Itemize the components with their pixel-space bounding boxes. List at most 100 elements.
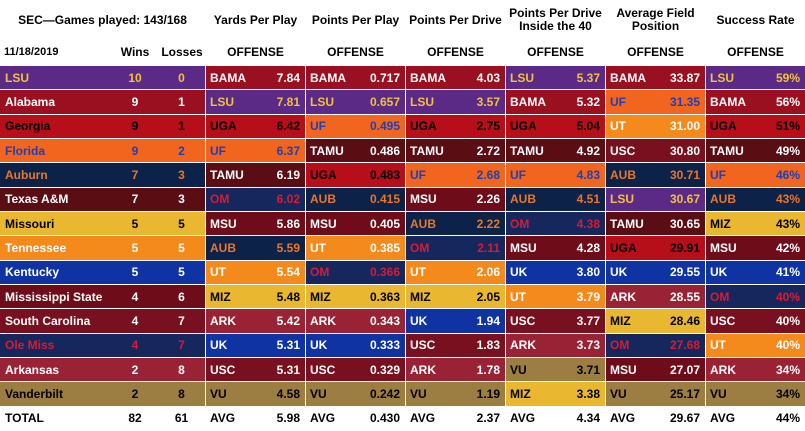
metric-value: 40% xyxy=(750,309,805,333)
metric-team-abbr: USC xyxy=(306,357,350,382)
metric-avg-label: AVG xyxy=(206,406,250,430)
metric-team-abbr: USC xyxy=(506,309,550,333)
team-wins: 9 xyxy=(112,90,158,114)
metric-value: 49% xyxy=(750,138,805,163)
metric-value: 2.75 xyxy=(450,114,505,138)
metric-value: 31.35 xyxy=(650,90,705,114)
metric-value: 5.31 xyxy=(250,357,305,382)
metric-avg-value: 4.34 xyxy=(550,406,605,430)
metric-value: 7.84 xyxy=(250,66,305,90)
metric-subtitle: OFFENSE xyxy=(727,45,784,59)
metric-value: 1.94 xyxy=(450,309,505,333)
metric-team-abbr: AUB xyxy=(206,236,250,260)
metric-value: 33.87 xyxy=(650,66,705,90)
team-wins: 2 xyxy=(112,357,158,382)
metric-value: 3.77 xyxy=(550,309,605,333)
metric-team-abbr: UGA xyxy=(606,236,650,260)
metric-team-abbr: OM xyxy=(406,236,450,260)
metric-value: 5.59 xyxy=(250,236,305,260)
metric-value: 3.73 xyxy=(550,333,605,357)
metric-team-abbr: UGA xyxy=(306,163,350,187)
metric-team-abbr: MIZ xyxy=(706,211,750,236)
metric-team-abbr: LSU xyxy=(506,66,550,90)
team-wins: 7 xyxy=(112,187,158,211)
metric-team-abbr: USC xyxy=(706,309,750,333)
team-name: Vanderbilt xyxy=(0,382,112,406)
metric-subtitle: OFFENSE xyxy=(527,45,584,59)
team-losses: 2 xyxy=(158,138,205,163)
metric-subtitle: OFFENSE xyxy=(427,45,484,59)
metric-subtitle: OFFENSE xyxy=(227,45,284,59)
metric-value: 5.86 xyxy=(250,211,305,236)
team-wins: 2 xyxy=(112,382,158,406)
team-losses: 5 xyxy=(158,211,205,236)
metric-team-abbr: LSU xyxy=(206,90,250,114)
metric-team-abbr: OM xyxy=(706,284,750,309)
metric-team-abbr: UF xyxy=(506,163,550,187)
team-wins: 4 xyxy=(112,284,158,309)
metric-title: Points Per Drive Inside the 40 xyxy=(509,6,602,33)
metric-team-abbr: MSU xyxy=(506,236,550,260)
metric-team-abbr: MSU xyxy=(706,236,750,260)
team-losses: 8 xyxy=(158,382,205,406)
metric-value: 0.495 xyxy=(350,114,405,138)
metric-team-abbr: BAMA xyxy=(406,66,450,90)
metric-team-abbr: AUB xyxy=(406,211,450,236)
metric-value: 3.38 xyxy=(550,382,605,406)
metric-team-abbr: UT xyxy=(206,260,250,284)
metric-team-abbr: TAMU xyxy=(606,211,650,236)
metric-team-abbr: UK xyxy=(606,260,650,284)
metric-team-abbr: UF xyxy=(706,163,750,187)
metric-value: 27.07 xyxy=(650,357,705,382)
metric-team-abbr: AUB xyxy=(306,187,350,211)
metric-value: 0.405 xyxy=(350,211,405,236)
metric-team-abbr: BAMA xyxy=(706,90,750,114)
metric-title: Average Field Position xyxy=(616,6,695,33)
metric-value: 5.42 xyxy=(250,309,305,333)
metric-team-abbr: MSU xyxy=(206,211,250,236)
metric-team-abbr: AUB xyxy=(606,163,650,187)
metric-avg-label: AVG xyxy=(306,406,350,430)
total-wins: 82 xyxy=(112,406,158,430)
metric-value: 1.78 xyxy=(450,357,505,382)
metric-value: 0.486 xyxy=(350,138,405,163)
metric-value: 2.22 xyxy=(450,211,505,236)
metric-team-abbr: ARK xyxy=(306,309,350,333)
team-name: Georgia xyxy=(0,114,112,138)
metric-value: 40% xyxy=(750,284,805,309)
total-losses: 61 xyxy=(158,406,205,430)
metric-value: 2.26 xyxy=(450,187,505,211)
metric-title: Points Per Play xyxy=(311,12,400,27)
metric-value: 0.366 xyxy=(350,260,405,284)
metric-value: 2.06 xyxy=(450,260,505,284)
metric-team-abbr: ARK xyxy=(706,357,750,382)
metric-team-abbr: OM xyxy=(506,211,550,236)
metric-value: 27.68 xyxy=(650,333,705,357)
metric-value: 1.19 xyxy=(450,382,505,406)
metric-team-abbr: TAMU xyxy=(506,138,550,163)
metric-value: 3.57 xyxy=(450,90,505,114)
metric-team-abbr: BAMA xyxy=(606,66,650,90)
metric-avg-value: 2.37 xyxy=(450,406,505,430)
metric-value: 4.03 xyxy=(450,66,505,90)
metric-team-abbr: UT xyxy=(506,284,550,309)
metric-value: 0.329 xyxy=(350,357,405,382)
metric-value: 30.80 xyxy=(650,138,705,163)
team-losses: 3 xyxy=(158,187,205,211)
team-wins: 10 xyxy=(112,66,158,90)
metric-value: 0.657 xyxy=(350,90,405,114)
team-losses: 7 xyxy=(158,333,205,357)
team-name: Texas A&M xyxy=(0,187,112,211)
metric-team-abbr: MSU xyxy=(306,211,350,236)
metric-value: 0.415 xyxy=(350,187,405,211)
metric-avg-value: 5.98 xyxy=(250,406,305,430)
metric-value: 0.363 xyxy=(350,284,405,309)
metric-team-abbr: VU xyxy=(306,382,350,406)
metric-value: 2.11 xyxy=(450,236,505,260)
metric-value: 30.71 xyxy=(650,163,705,187)
metric-avg-value: 0.430 xyxy=(350,406,405,430)
metric-team-abbr: UK xyxy=(506,260,550,284)
team-losses: 8 xyxy=(158,357,205,382)
metric-team-abbr: MIZ xyxy=(406,284,450,309)
